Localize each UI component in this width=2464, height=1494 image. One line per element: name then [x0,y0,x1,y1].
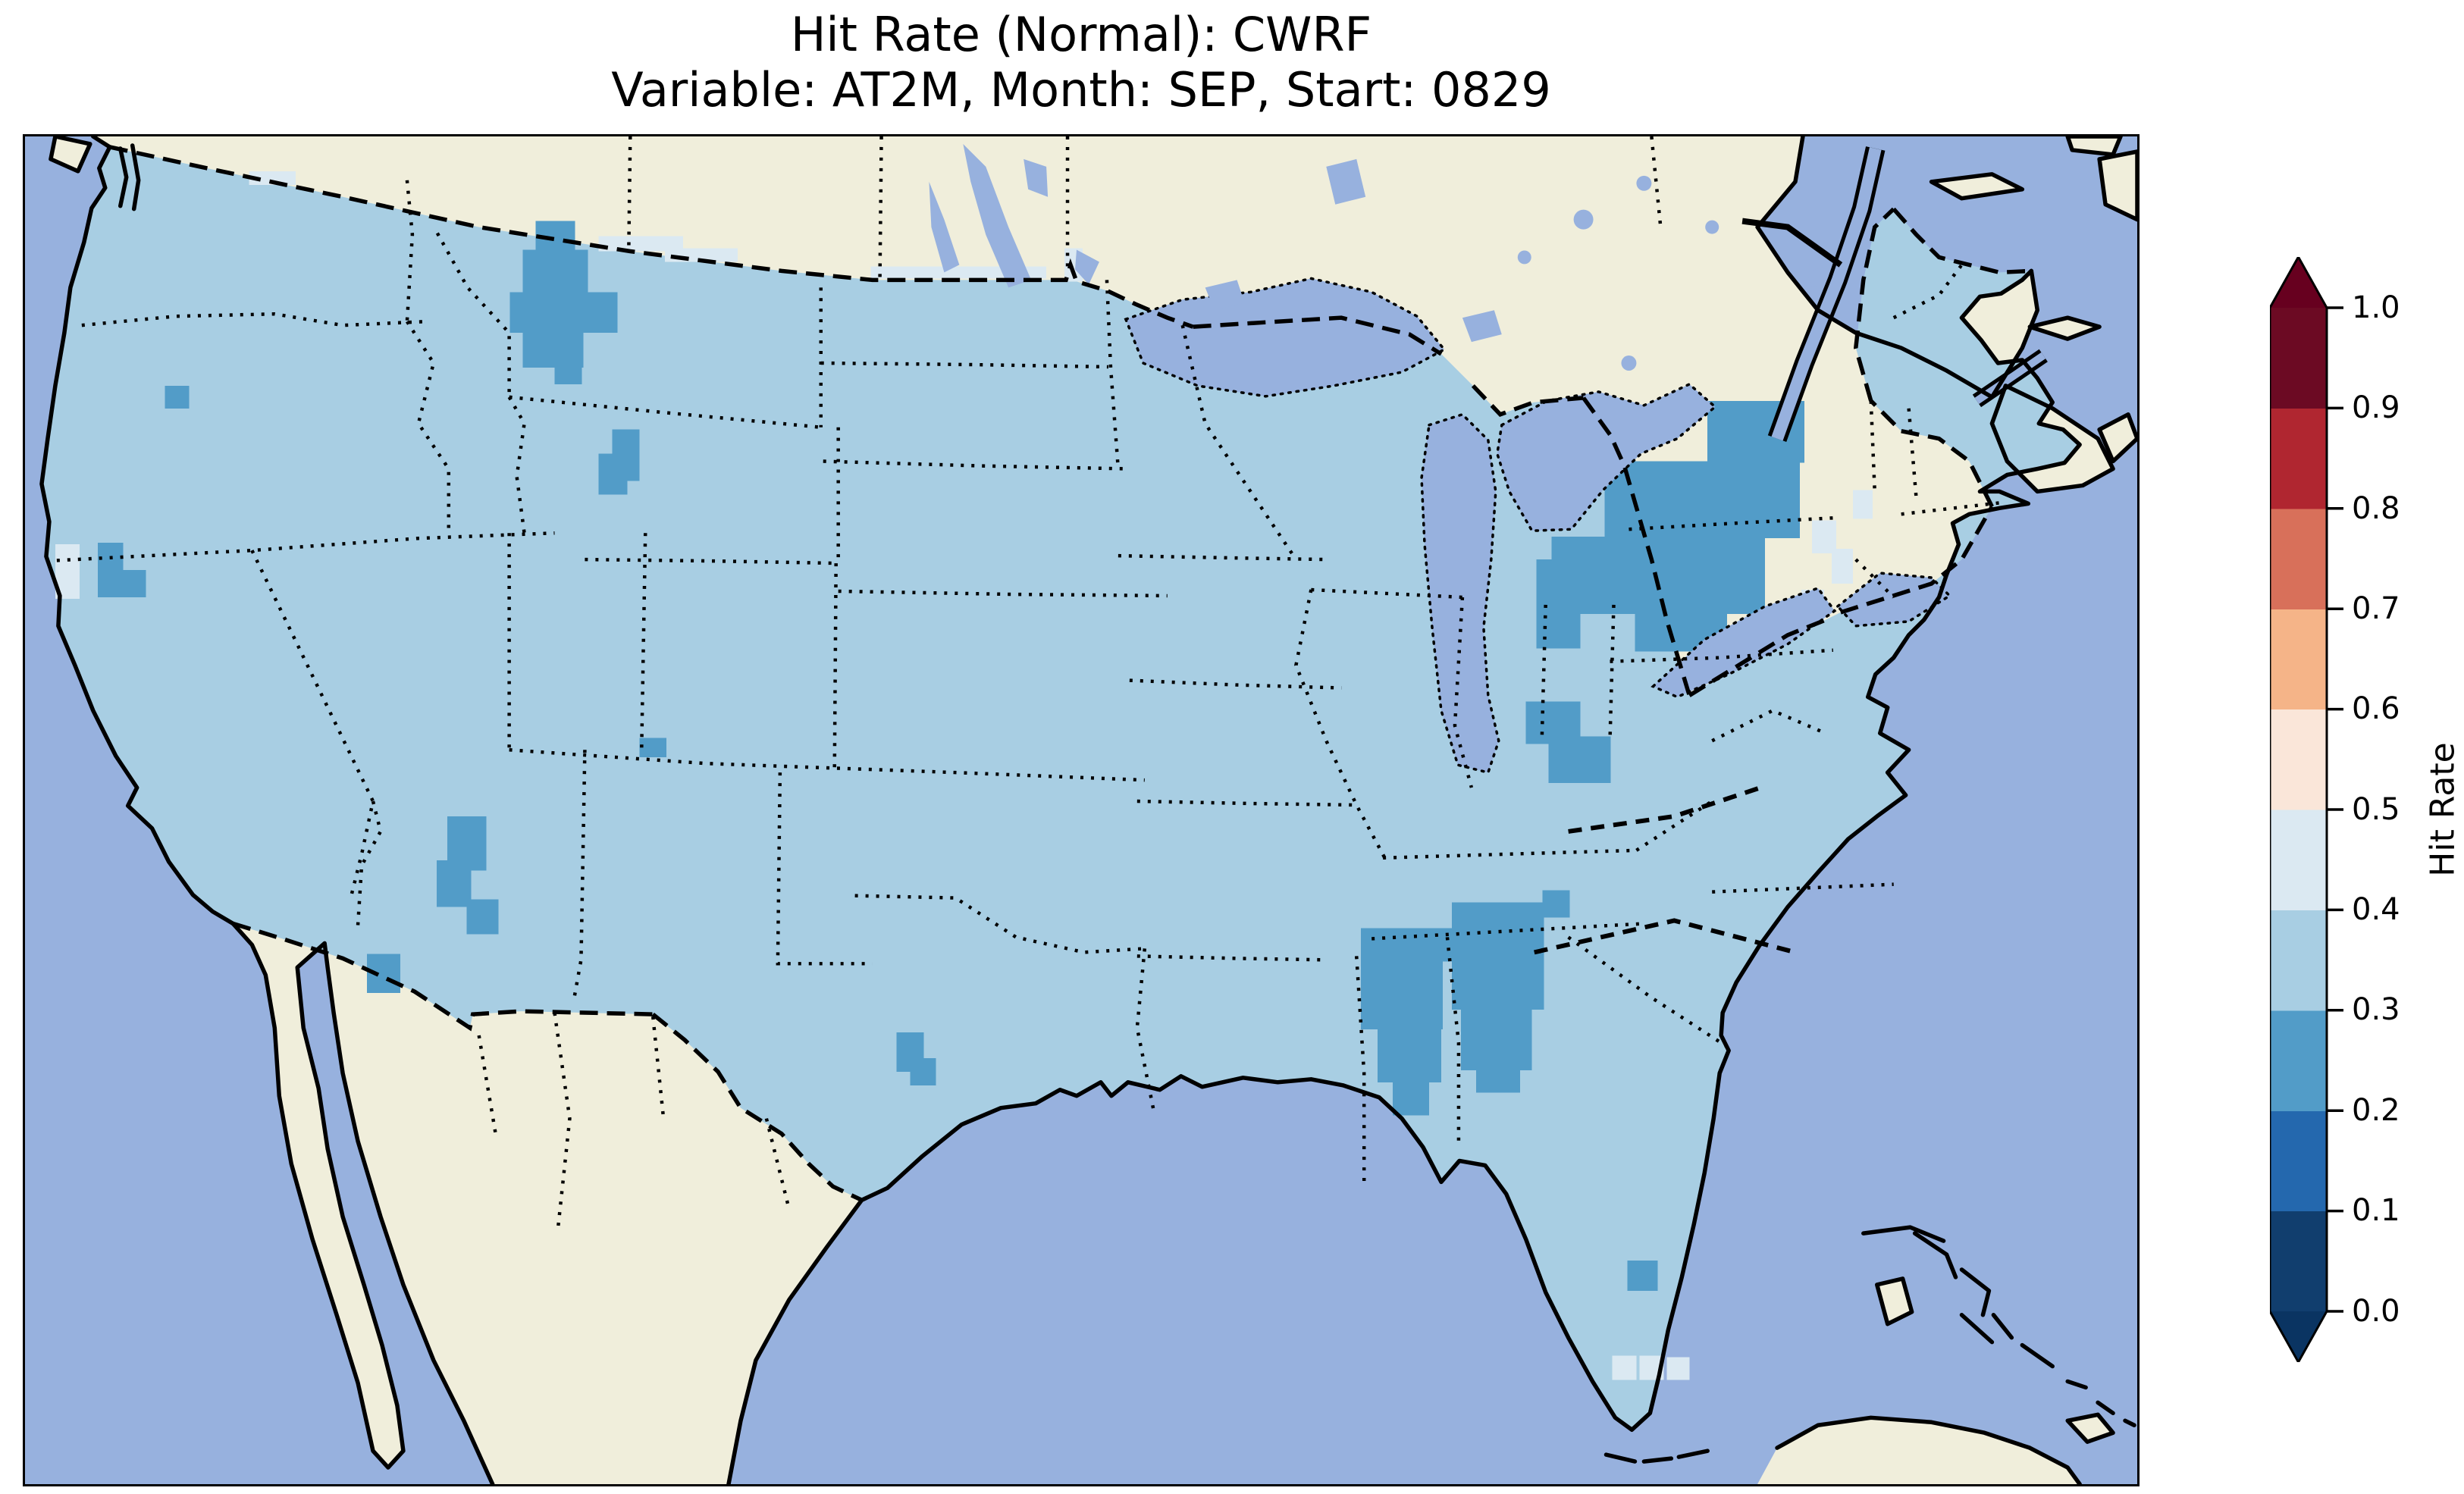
state-borders [45,136,2000,1232]
lake-superior [1124,277,1447,398]
st-lawrence-river [1741,146,2048,443]
colorbar-under-arrow [2270,1311,2327,1362]
colorbar-segment [2270,609,2327,710]
figure-subtitle: Variable: AT2M, Month: SEP, Start: 0829 [611,62,1551,117]
colorbar-tick-label: 0.4 [2352,892,2400,927]
country-borders [109,145,2032,1202]
colorbar-segment [2270,709,2327,810]
colorbar-axis-label: Hit Rate [2423,742,2462,877]
colorbar-tick-label: 0.2 [2352,1093,2400,1128]
lake-erie [1651,586,1837,699]
colorbar-tick-label: 0.7 [2352,591,2400,626]
figure-title: Hit Rate (Normal): CWRF [790,7,1372,62]
colorbar-segment [2270,1110,2327,1212]
colorbar [2270,257,2343,1362]
lake-huron [1496,382,1717,533]
colorbar-segment [2270,508,2327,609]
lake-michigan [1420,412,1500,775]
colorbar-tick-label: 0.3 [2352,992,2400,1027]
colorbar-ticks [2327,306,2343,1313]
colorbar-segment [2270,1211,2327,1312]
colorbar-segment [2270,910,2327,1011]
colorbar-tick-label: 0.1 [2352,1193,2400,1228]
map-axes [23,134,2140,1486]
colorbar-segment [2270,408,2327,509]
colorbar-over-arrow [2270,257,2327,308]
colorbar-tick-label: 0.6 [2352,691,2400,726]
colorbar-segment [2270,1010,2327,1111]
coastlines [39,136,2137,1484]
colorbar-tick-label: 0.0 [2352,1294,2400,1329]
colorbar-segment [2270,810,2327,910]
colorbar-tick-label: 1.0 [2352,290,2400,325]
canada-lakes [929,143,1835,371]
colorbar-tick-label: 0.8 [2352,491,2400,526]
colorbar-segment [2270,308,2327,409]
colorbar-tick-label: 0.9 [2352,390,2400,425]
state-borders-heavy [1534,784,1796,955]
conus-map [25,136,2137,1484]
colorbar-tick-label: 0.5 [2352,792,2400,827]
figure-title-block: Hit Rate (Normal): CWRF Variable: AT2M, … [23,8,2140,118]
